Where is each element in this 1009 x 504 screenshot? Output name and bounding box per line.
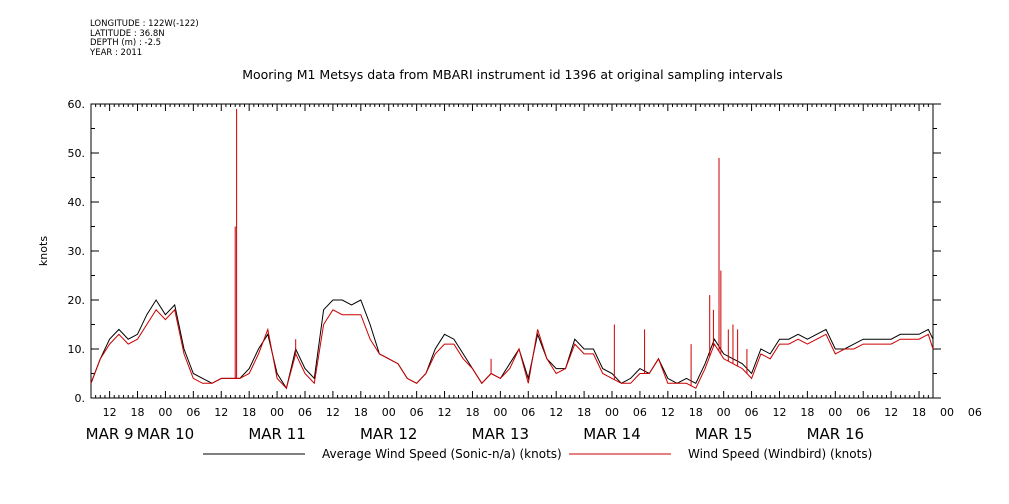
x-hour-label: 00 [828, 406, 842, 419]
x-hour-label: 00 [717, 406, 731, 419]
x-date-label: MAR 11 [248, 425, 305, 443]
plot-frame [90, 103, 934, 399]
legend: Average Wind Speed (Sonic-n/a) (knots) Wi… [203, 447, 872, 461]
x-hour-label: 12 [103, 406, 117, 419]
y-tick-label: 10. [68, 343, 86, 356]
y-tick-label: 60. [68, 98, 86, 111]
x-hour-label: 06 [856, 406, 870, 419]
x-hour-label: 18 [465, 406, 479, 419]
x-date-label: MAR 10 [137, 425, 194, 443]
x-hour-label: 18 [912, 406, 926, 419]
labels-layer: 0. 10. 20. 30. 40. 50. 60. knots 12 18 00 06 12 18 00 0… [37, 98, 982, 443]
y-axis-label: knots [37, 236, 50, 266]
x-hour-label: 12 [438, 406, 452, 419]
longitude-text: LONGITUDE : 122W(-122) [90, 19, 199, 29]
y-tick-label: 30. [68, 245, 86, 258]
x-hour-label: 00 [493, 406, 507, 419]
x-hour-label: 06 [410, 406, 424, 419]
x-date-label: MAR 15 [695, 425, 752, 443]
x-hour-label: 06 [186, 406, 200, 419]
chart-title: Mooring M1 Metsys data from MBARI instru… [242, 67, 783, 82]
depth-text: DEPTH (m) : -2.5 [90, 38, 162, 48]
x-hour-label: 18 [354, 406, 368, 419]
x-hour-label: 00 [605, 406, 619, 419]
x-hour-label: 18 [689, 406, 703, 419]
x-hour-label: 18 [577, 406, 591, 419]
y-tick-label: 50. [68, 147, 86, 160]
x-hour-label: 12 [214, 406, 228, 419]
x-date-label: MAR 9 [86, 425, 134, 443]
x-hour-label: 12 [772, 406, 786, 419]
x-hour-label: 12 [549, 406, 563, 419]
x-date-label: MAR 13 [472, 425, 529, 443]
x-hour-label: 06 [633, 406, 647, 419]
x-hour-label: 06 [521, 406, 535, 419]
x-date-label: MAR 12 [360, 425, 417, 443]
x-hour-label: 18 [131, 406, 145, 419]
x-date-label: MAR 14 [583, 425, 640, 443]
x-hour-label: 18 [800, 406, 814, 419]
x-hour-label: 12 [884, 406, 898, 419]
year-text: YEAR : 2011 [90, 47, 143, 58]
series-layer [90, 108, 934, 390]
y-tick-label: 0. [75, 392, 86, 405]
x-hour-label: 06 [298, 406, 312, 419]
series-line-windbird [90, 308, 934, 390]
x-hour-label: 18 [242, 406, 256, 419]
axes-layer [90, 103, 941, 399]
x-date-label: MAR 16 [807, 425, 864, 443]
x-hour-label: 06 [968, 406, 982, 419]
x-hour-label: 12 [661, 406, 675, 419]
y-tick-label: 40. [68, 196, 86, 209]
x-hour-label: 00 [158, 406, 172, 419]
x-hour-label: 00 [382, 406, 396, 419]
x-hour-label: 06 [745, 406, 759, 419]
metadata-block: LONGITUDE : 122W(-122) LATITUDE : 36.8N … [90, 19, 199, 58]
legend-label-windbird: Wind Speed (Windbird) (knots) [688, 447, 872, 461]
legend-label-average-sonic: Average Wind Speed (Sonic-n/a) (knots) [322, 447, 562, 461]
latitude-text: LATITUDE : 36.8N [90, 28, 165, 39]
x-hour-label: 00 [270, 406, 284, 419]
x-hour-label: 00 [940, 406, 954, 419]
x-hour-label: 12 [326, 406, 340, 419]
y-tick-label: 20. [68, 294, 86, 307]
